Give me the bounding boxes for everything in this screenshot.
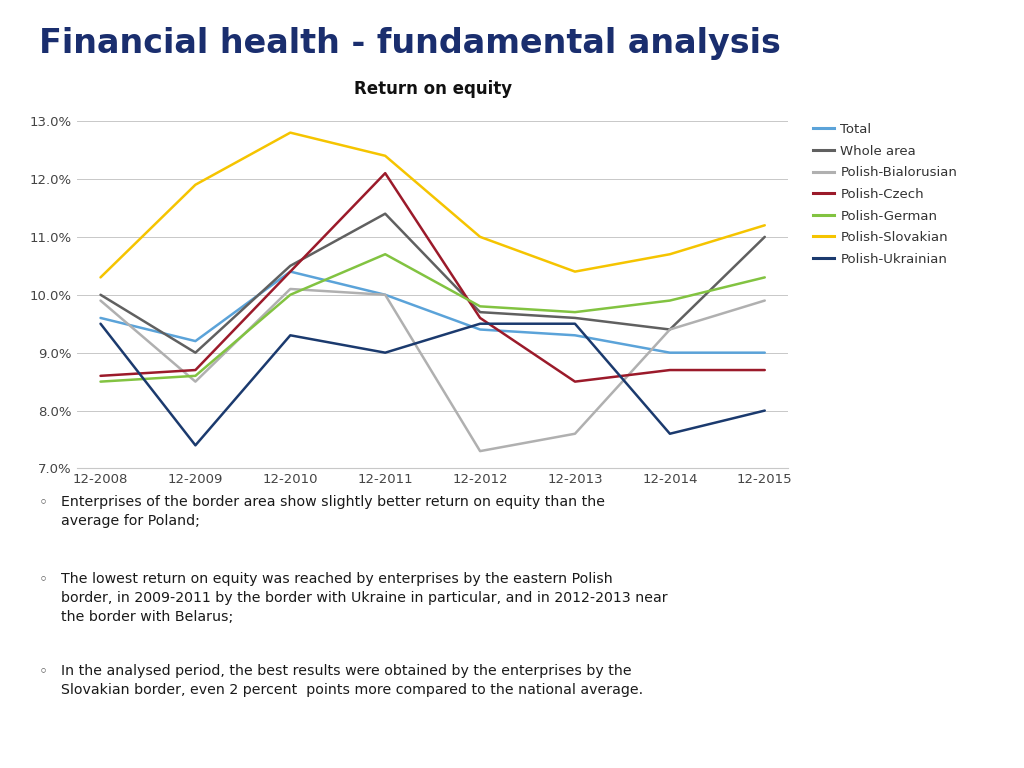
Legend: Total, Whole area, Polish-Bialorusian, Polish-Czech, Polish-German, Polish-Slova: Total, Whole area, Polish-Bialorusian, P… [807,118,963,271]
Text: ◦: ◦ [39,572,47,588]
Text: Financial health - fundamental analysis: Financial health - fundamental analysis [39,27,780,60]
Text: The lowest return on equity was reached by enterprises by the eastern Polish
bor: The lowest return on equity was reached … [61,572,668,624]
Title: Return on equity: Return on equity [353,80,512,98]
Text: In the analysed period, the best results were obtained by the enterprises by the: In the analysed period, the best results… [61,664,643,697]
Text: 31: 31 [958,733,981,752]
Text: ◦: ◦ [39,495,47,511]
Text: ◦: ◦ [39,664,47,680]
Text: Enterprises of the border area show slightly better return on equity than the
av: Enterprises of the border area show slig… [61,495,605,528]
